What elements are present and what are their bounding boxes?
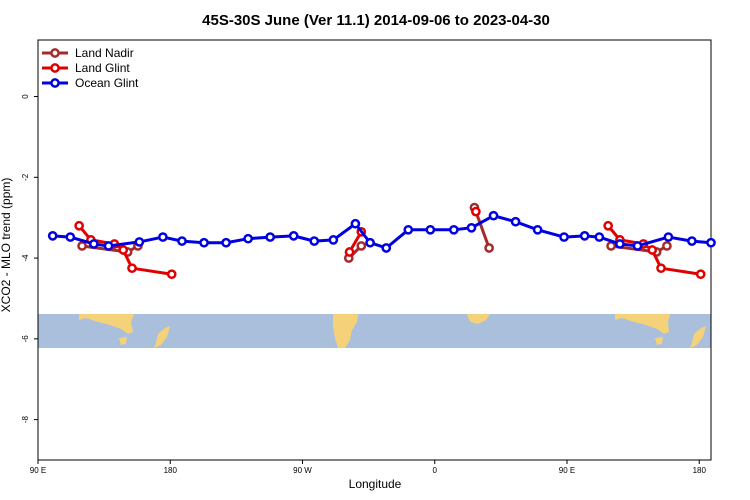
- data-point-ocean-glint: [403, 224, 414, 235]
- y-tick-label: -4: [21, 254, 30, 262]
- data-point-ocean-glint: [559, 232, 569, 242]
- x-axis-label: Longitude: [349, 477, 402, 491]
- data-point-ocean-glint: [615, 239, 625, 249]
- legend-swatch-marker: [50, 48, 60, 58]
- data-point-land-glint: [74, 220, 84, 231]
- data-point-ocean-glint: [221, 237, 231, 248]
- series-ocean-glint: [47, 210, 716, 253]
- data-point-land-nadir: [484, 243, 494, 253]
- data-point-land-nadir: [356, 241, 367, 251]
- legend-label: Land Glint: [75, 61, 130, 75]
- legend-item-land-glint: Land Glint: [42, 61, 130, 75]
- data-point-ocean-glint: [687, 236, 697, 246]
- data-point-land-nadir: [662, 241, 672, 251]
- data-point-land-glint: [647, 245, 658, 255]
- data-point-ocean-glint: [448, 224, 459, 235]
- data-point-ocean-glint: [65, 232, 76, 242]
- data-point-land-glint: [695, 269, 706, 280]
- data-point-ocean-glint: [579, 231, 590, 241]
- data-point-ocean-glint: [365, 237, 375, 248]
- chart-title: 45S-30S June (Ver 11.1) 2014-09-06 to 20…: [202, 12, 550, 29]
- y-axis: 0 -2 -4 -6 -8: [21, 94, 38, 423]
- ocean-band: [38, 314, 711, 348]
- land-south-america: [333, 314, 358, 348]
- map-band: [38, 314, 711, 348]
- data-point-ocean-glint: [381, 243, 392, 253]
- data-point-land-glint: [118, 245, 129, 255]
- land-australia-repeat: [615, 314, 670, 334]
- x-axis: 90 E 180 90 W 0 90 E 180: [30, 460, 707, 475]
- data-point-land-nadir: [77, 241, 87, 251]
- data-point-land-glint: [166, 269, 177, 280]
- y-tick-label: -2: [21, 173, 30, 181]
- legend-swatch-marker: [50, 78, 60, 88]
- data-point-land-glint: [656, 263, 666, 274]
- land-australia: [79, 314, 134, 334]
- data-point-ocean-glint: [158, 232, 168, 242]
- x-tick-label: 90 E: [559, 466, 575, 475]
- data-point-ocean-glint: [594, 232, 605, 242]
- data-point-ocean-glint: [177, 236, 187, 246]
- y-tick-label: 0: [21, 94, 30, 99]
- data-point-ocean-glint: [199, 237, 209, 248]
- data-point-ocean-glint: [47, 231, 58, 241]
- plot-frame: [37, 39, 712, 461]
- data-point-ocean-glint: [510, 216, 521, 227]
- data-point-ocean-glint: [309, 236, 320, 246]
- data-point-ocean-glint: [134, 237, 145, 247]
- legend-swatch-marker: [50, 63, 60, 73]
- x-tick-label: 0: [433, 466, 438, 475]
- legend-label: Land Nadir: [75, 46, 134, 60]
- x-tick-label: 180: [693, 466, 707, 475]
- legend-item-ocean-glint: Ocean Glint: [42, 76, 139, 90]
- data-point-ocean-glint: [706, 237, 716, 248]
- land-new-zealand: [154, 326, 170, 348]
- data-point-ocean-glint: [328, 235, 339, 245]
- land-south-africa: [467, 314, 490, 324]
- data-point-land-glint: [127, 263, 137, 274]
- land-tasmania: [119, 337, 127, 345]
- data-point-ocean-glint: [632, 241, 643, 251]
- y-axis-label: XCO2 - MLO trend (ppm): [0, 178, 13, 313]
- x-tick-label: 90 W: [293, 466, 312, 475]
- x-tick-label: 90 E: [30, 466, 46, 475]
- data-point-land-nadir: [606, 241, 616, 251]
- data-point-ocean-glint: [350, 218, 361, 229]
- series-layer: [47, 202, 716, 280]
- land-tasmania-repeat: [655, 337, 663, 345]
- legend-item-land-nadir: Land Nadir: [42, 46, 134, 60]
- x-tick-label: 180: [164, 466, 178, 475]
- data-point-ocean-glint: [88, 239, 99, 249]
- data-point-ocean-glint: [243, 233, 253, 244]
- data-point-ocean-glint: [288, 231, 299, 241]
- y-tick-label: -8: [21, 416, 30, 424]
- data-point-land-glint: [344, 247, 355, 257]
- land-new-zealand-repeat: [690, 326, 706, 348]
- y-tick-label: -6: [21, 335, 30, 343]
- data-point-ocean-glint: [103, 241, 114, 251]
- data-point-ocean-glint: [466, 222, 477, 233]
- data-point-land-glint: [603, 220, 613, 231]
- legend-label: Ocean Glint: [75, 76, 139, 90]
- data-point-ocean-glint: [663, 232, 674, 242]
- data-point-land-glint: [471, 206, 481, 217]
- data-point-ocean-glint: [265, 232, 276, 242]
- data-point-ocean-glint: [488, 210, 499, 221]
- data-point-ocean-glint: [532, 224, 543, 235]
- data-point-ocean-glint: [425, 224, 436, 235]
